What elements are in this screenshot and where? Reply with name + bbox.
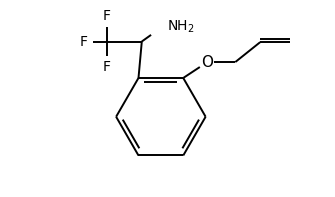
Text: NH$_2$: NH$_2$	[167, 18, 194, 35]
Text: F: F	[103, 9, 111, 23]
Text: F: F	[80, 34, 88, 48]
Text: F: F	[103, 60, 111, 74]
Text: O: O	[201, 55, 213, 70]
